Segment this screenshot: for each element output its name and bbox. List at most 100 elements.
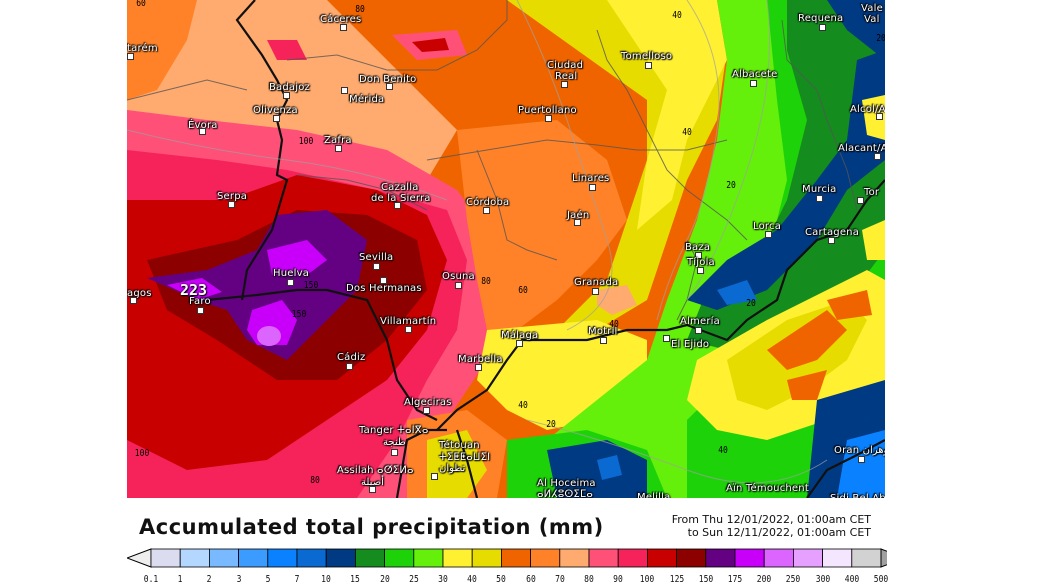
- city-marker-icon: [695, 252, 702, 259]
- city-marker-icon: [283, 92, 290, 99]
- city-label: Zafra: [324, 135, 352, 146]
- legend-tick-label: 3: [236, 574, 242, 585]
- city-label: ⴰⵍⵃⵓⵙⵉⵎⴰ: [537, 489, 594, 498]
- city-marker-icon: [828, 237, 835, 244]
- city-label: de la Sierra: [371, 193, 431, 204]
- city-label: Jaén: [567, 210, 590, 221]
- city-marker-icon: [545, 115, 552, 122]
- city-label: Murcia: [802, 184, 837, 195]
- city-marker-icon: [335, 145, 342, 152]
- contour-label: 40: [682, 127, 692, 138]
- contour-label: 40: [672, 10, 682, 21]
- city-label: Motril: [588, 326, 618, 337]
- city-marker-icon: [574, 219, 581, 226]
- city-label: Almería: [680, 316, 720, 327]
- city-label: Tíjola: [687, 257, 715, 268]
- city-marker-icon: [858, 456, 865, 463]
- legend-tick-label: 125: [669, 574, 684, 585]
- city-label: Olivenza: [253, 105, 298, 116]
- city-label: Requena: [798, 13, 844, 24]
- city-marker-icon: [130, 297, 137, 304]
- city-marker-icon: [876, 113, 883, 120]
- city-marker-icon: [405, 326, 412, 333]
- legend-tick-label: 50: [496, 574, 507, 585]
- city-label: Cazalla: [381, 182, 419, 193]
- city-marker-icon: [197, 307, 204, 314]
- legend-tick-label: 20: [379, 574, 390, 585]
- legend-tick-label: 25: [408, 574, 419, 585]
- legend-tick-label: 90: [613, 574, 624, 585]
- legend-tick-label: 1: [177, 574, 183, 585]
- legend-tick-label: 70: [554, 574, 565, 585]
- legend-tick-label: 200: [756, 574, 772, 585]
- city-label: Sidi Bel Ab: [830, 493, 885, 498]
- city-marker-icon: [819, 24, 826, 31]
- city-label: Osuna: [442, 271, 475, 282]
- legend-tick-label: 2: [206, 574, 212, 585]
- contour-label: 40: [518, 400, 528, 411]
- city-label: Real: [555, 71, 578, 82]
- contour-label: 40: [609, 319, 619, 330]
- city-marker-icon: [589, 184, 596, 191]
- legend-tick-label: 80: [584, 574, 594, 585]
- contour-label: 100: [134, 448, 150, 459]
- city-marker-icon: [369, 486, 376, 493]
- city-label: Dos Hermanas: [346, 283, 422, 294]
- city-label: تطوان: [439, 463, 466, 474]
- legend-bin: [471, 548, 502, 568]
- city-marker-icon: [340, 24, 347, 31]
- legend-bin: [851, 548, 882, 568]
- contour-label: 100: [298, 136, 314, 147]
- city-marker-icon: [600, 337, 607, 344]
- city-label: Oran وهران: [834, 445, 885, 456]
- city-label: Alcol/A: [850, 104, 885, 115]
- city-marker-icon: [592, 288, 599, 295]
- city-label: Córdoba: [466, 197, 510, 208]
- city-label: Albacete: [732, 69, 778, 80]
- contour-label: 150: [303, 280, 319, 291]
- contour-label: 80: [355, 4, 365, 15]
- legend-tick-label: 100: [640, 574, 655, 585]
- city-label: Granada: [574, 277, 619, 288]
- legend-bin: [647, 548, 678, 568]
- city-marker-icon: [373, 263, 380, 270]
- city-marker-icon: [199, 128, 206, 135]
- legend-bin: [150, 548, 181, 568]
- city-label: Huelva: [273, 268, 310, 279]
- city-label: طنجة: [383, 437, 406, 448]
- city-marker-icon: [431, 473, 438, 480]
- legend-tick-label: 5: [265, 574, 271, 585]
- contour-label: 60: [136, 0, 146, 9]
- city-marker-icon: [516, 340, 523, 347]
- legend-bin: [617, 548, 648, 568]
- legend-bin: [500, 548, 531, 568]
- legend-tick-label: 400: [844, 574, 860, 585]
- period-from: From Thu 12/01/2022, 01:00am CET: [671, 513, 871, 526]
- city-label: Algeciras: [404, 397, 452, 408]
- city-marker-icon: [287, 279, 294, 286]
- map-title: Accumulated total precipitation (mm): [139, 515, 604, 539]
- contour-label: 40: [718, 445, 728, 456]
- legend-tick-label: 10: [321, 574, 332, 585]
- contour-label: 80: [310, 475, 320, 486]
- legend-tick-label: 0.1: [143, 574, 159, 585]
- period-to: to Sun 12/11/2022, 01:00am CET: [687, 526, 871, 539]
- precipitation-map: Cáceres Don Benito Mérida Badajoz Olivenza Év…: [127, 0, 885, 498]
- city-label: Val: [864, 14, 880, 25]
- city-label: Baza: [685, 242, 711, 253]
- legend-bin: [384, 548, 415, 568]
- city-label: Vale: [861, 3, 883, 14]
- legend-tick-label: 60: [525, 574, 536, 585]
- city-marker-icon: [273, 115, 280, 122]
- legend-bin: [588, 548, 619, 568]
- legend-bin: [325, 548, 356, 568]
- legend-tick-label: 175: [727, 574, 743, 585]
- city-label: Alacant/A: [838, 143, 885, 154]
- city-marker-icon: [380, 277, 387, 284]
- city-label: Al Hoceima: [537, 478, 596, 489]
- city-label: agos: [127, 288, 152, 299]
- precipitation-field: [127, 0, 885, 498]
- city-marker-icon: [341, 87, 348, 94]
- city-label: Lorca: [753, 221, 782, 232]
- city-label: Villamartín: [380, 316, 437, 327]
